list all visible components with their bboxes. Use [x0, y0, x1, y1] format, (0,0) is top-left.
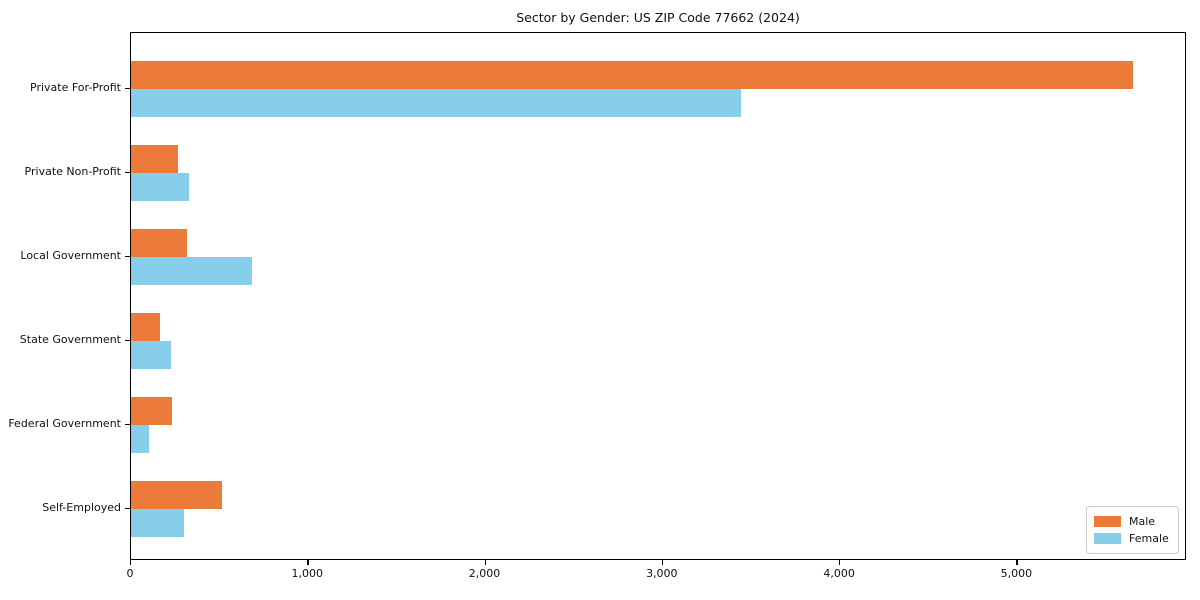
plot-area: [130, 32, 1186, 560]
chart-title: Sector by Gender: US ZIP Code 77662 (202…: [516, 10, 800, 25]
bar-male-private-for-profit: [131, 61, 1133, 89]
bar-female-self-employed: [131, 509, 185, 537]
xtick-mark: [1016, 560, 1018, 565]
bar-female-state-government: [131, 341, 171, 369]
bar-female-private-non-profit: [131, 173, 189, 201]
xtick-label-5-000: 5,000: [1000, 567, 1033, 580]
xtick-mark: [307, 560, 309, 565]
xtick-label-2-000: 2,000: [468, 567, 501, 580]
ytick-label-private-for-profit: Private For-Profit: [30, 81, 121, 94]
bar-male-self-employed: [131, 481, 223, 509]
xtick-mark: [484, 560, 486, 565]
legend-swatch-male: [1094, 516, 1121, 527]
ytick-label-private-non-profit: Private Non-Profit: [24, 165, 121, 178]
legend: Male Female: [1086, 506, 1179, 554]
ytick-mark: [125, 88, 130, 90]
bar-male-federal-government: [131, 397, 172, 425]
xtick-label-0: 0: [126, 567, 134, 580]
legend-label-male: Male: [1129, 515, 1156, 528]
xtick-label-1-000: 1,000: [291, 567, 324, 580]
legend-swatch-female: [1094, 533, 1121, 544]
ytick-mark: [125, 340, 130, 342]
ytick-label-state-government: State Government: [19, 333, 121, 346]
ytick-label-self-employed: Self-Employed: [42, 501, 121, 514]
ytick-mark: [125, 424, 130, 426]
xtick-mark: [839, 560, 841, 565]
xtick-mark: [661, 560, 664, 565]
bar-male-state-government: [131, 313, 161, 341]
ytick-mark: [125, 508, 130, 510]
xtick-mark: [130, 560, 132, 565]
bar-male-private-non-profit: [131, 145, 178, 173]
ytick-mark: [125, 256, 130, 258]
ytick-mark: [125, 172, 130, 174]
bar-female-local-government: [131, 257, 252, 285]
ytick-label-local-government: Local Government: [20, 249, 121, 262]
xtick-label-4-000: 4,000: [823, 567, 855, 580]
ytick-label-federal-government: Federal Government: [8, 417, 121, 430]
bar-female-private-for-profit: [131, 89, 741, 117]
xtick-label-3-000: 3,000: [646, 567, 678, 580]
bar-female-federal-government: [131, 425, 149, 453]
legend-item-female: Female: [1094, 532, 1171, 545]
legend-item-male: Male: [1094, 515, 1171, 528]
bar-male-local-government: [131, 229, 187, 257]
legend-label-female: Female: [1129, 532, 1169, 545]
